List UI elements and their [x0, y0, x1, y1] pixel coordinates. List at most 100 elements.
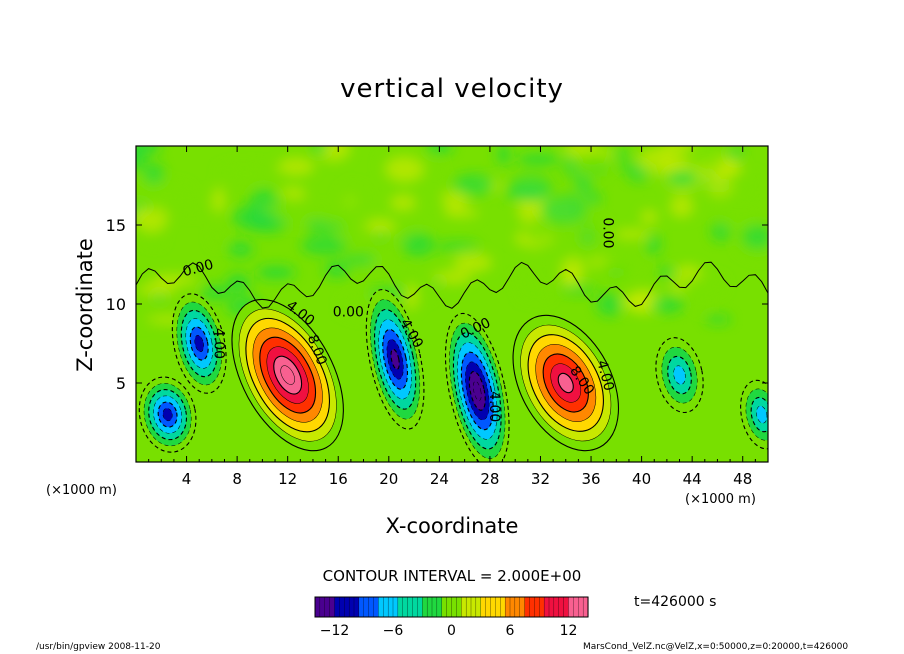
noise-patch: [323, 261, 350, 278]
noise-patch: [669, 194, 693, 218]
colorbar-swatch: [509, 596, 516, 618]
colorbar-swatch: [480, 596, 487, 618]
noise-patch: [658, 266, 676, 279]
noise-patch: [728, 147, 743, 161]
colorbar-swatch: [568, 596, 574, 618]
x-tick-label: 8: [232, 470, 242, 488]
noise-patch: [719, 214, 739, 227]
noise-patch: [640, 209, 658, 225]
contour-level: [280, 365, 295, 385]
noise-patch: [226, 273, 251, 294]
noise-patch: [256, 265, 296, 280]
x-tick-label: 36: [581, 470, 600, 488]
colorbar-swatch: [504, 596, 511, 618]
x-tick-label: 20: [379, 470, 398, 488]
colorbar-swatch: [441, 596, 448, 618]
x-tick-label: 4: [182, 470, 192, 488]
noise-patch: [497, 146, 511, 166]
noise-patch: [513, 274, 535, 287]
noise-patch: [385, 156, 424, 183]
colorbar-swatch: [387, 596, 394, 618]
noise-patch: [435, 242, 480, 252]
noise-patch: [136, 146, 161, 156]
colorbar-swatch: [353, 596, 360, 618]
colorbar-swatch: [470, 596, 477, 618]
noise-patch: [695, 286, 708, 313]
colorbar-swatch: [475, 596, 482, 618]
noise-patch: [540, 196, 586, 225]
noise-patch: [364, 218, 396, 235]
colorbar-swatch: [373, 596, 379, 618]
x-tick-label: 44: [683, 470, 702, 488]
noise-patch: [136, 206, 169, 232]
colorbar-swatch: [344, 596, 350, 618]
noise-patch: [741, 224, 768, 250]
x-scale-label-right: (×1000 m): [685, 492, 756, 507]
velocity-cell: [138, 376, 197, 453]
contour-level: [473, 380, 482, 401]
noise-patch: [211, 187, 226, 214]
colorbar-swatch: [573, 596, 579, 618]
colorbar-tick-label: 12: [560, 623, 578, 639]
colorbar-swatch: [407, 596, 414, 618]
velocity-cell: [444, 312, 510, 462]
colorbar-swatch: [490, 596, 496, 618]
velocity-cell: [740, 379, 768, 450]
colorbar-swatch: [436, 596, 443, 618]
noise-patch: [441, 188, 469, 212]
x-tick-label: 12: [278, 470, 297, 488]
noise-patch: [628, 169, 650, 182]
x-scale-label-left: (×1000 m): [46, 483, 117, 498]
noise-patch: [613, 229, 651, 240]
noise-patch: [706, 172, 734, 198]
x-tick-label: 16: [329, 470, 348, 488]
noise-patch: [538, 242, 553, 257]
colorbar-swatch: [524, 596, 531, 618]
noise-patch: [516, 153, 561, 166]
contour-level: [390, 348, 400, 370]
chart-title: vertical velocity: [340, 74, 564, 104]
colorbar-swatch: [426, 596, 433, 618]
x-tick-label: 24: [430, 470, 449, 488]
x-tick-label: 48: [733, 470, 752, 488]
colorbar-swatch: [363, 596, 370, 618]
zero-contour-line: [136, 261, 768, 309]
colorbar-swatch: [397, 596, 404, 618]
noise-patch: [342, 254, 378, 266]
colorbar-swatch: [563, 596, 570, 618]
noise-patch: [443, 208, 480, 218]
footer-right: MarsCond_VelZ.nc@VelZ,x=0:50000,z=0:2000…: [583, 642, 849, 652]
colorbar-swatch: [392, 596, 399, 618]
colorbar-swatch: [402, 596, 409, 618]
colorbar-swatch: [543, 596, 550, 618]
noise-patch: [228, 164, 277, 184]
colorbar-swatch: [319, 596, 326, 618]
contour-label: 4.00: [486, 391, 502, 422]
noise-patch: [612, 149, 631, 159]
colorbar-swatch: [539, 596, 545, 618]
colorbar-swatch: [324, 596, 331, 618]
velocity-cell: [231, 298, 344, 452]
colorbar-swatch: [529, 596, 535, 618]
noise-patch: [200, 285, 230, 301]
noise-patch: [707, 276, 725, 295]
contour-level: [673, 365, 686, 385]
colorbar-swatch: [383, 596, 389, 618]
contour-label: 4.00: [210, 328, 226, 359]
colorbar-swatch: [500, 596, 506, 618]
noise-patch: [453, 253, 493, 272]
time-label: t=426000 s: [634, 594, 717, 610]
noise-patch: [151, 274, 199, 286]
noise-patch: [137, 283, 177, 297]
colorbar-swatch: [495, 596, 501, 618]
colorbar-swatch: [558, 596, 565, 618]
colorbar-swatch: [519, 596, 526, 618]
colorbar-swatch: [446, 596, 453, 618]
contour-label: 0.00: [600, 217, 616, 248]
field-texture: [136, 146, 768, 326]
noise-patch: [163, 184, 192, 203]
noise-patch: [561, 257, 585, 283]
x-tick-label: 32: [531, 470, 550, 488]
colorbar-swatch: [339, 596, 345, 618]
